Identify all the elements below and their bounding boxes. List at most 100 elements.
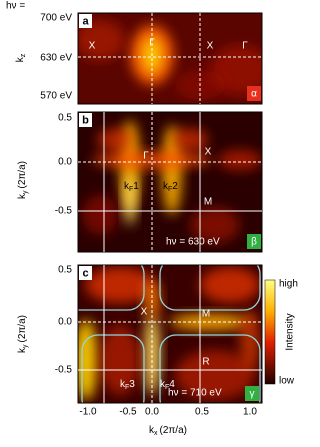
x-tick-label: -1.0 [79, 407, 97, 418]
contour [159, 334, 261, 403]
y-tick-label: 0.0 [58, 157, 72, 168]
point-label: X [207, 41, 214, 52]
colorbar-high: high [279, 279, 298, 290]
kf-number: 2 [172, 181, 178, 192]
energy-label: 700 eV [40, 13, 72, 24]
axis-label: kz [15, 53, 27, 62]
point-label: M [202, 309, 210, 320]
point-label: Γ [143, 151, 149, 162]
fermi-contours [78, 265, 261, 403]
y-tick-label: 0.5 [58, 265, 72, 276]
intensity-blob [100, 325, 140, 395]
x-tick-label: -0.5 [119, 407, 137, 418]
kf-number: 4 [169, 379, 175, 390]
intensity-blob [124, 175, 136, 225]
kf-label: kF3 [120, 379, 135, 391]
kf-sub: F [168, 186, 172, 193]
axis-base: k [17, 347, 28, 353]
point-label: Γ [149, 38, 155, 49]
intensity-blob [85, 267, 155, 303]
intensity-blob [78, 20, 125, 60]
axis-base: k [149, 425, 155, 436]
kf-label: kF4 [160, 379, 175, 391]
panel-letter-box [79, 14, 92, 28]
y-tick-label: -0.5 [55, 365, 73, 376]
kf-base: k [124, 181, 130, 192]
colorbar [264, 279, 276, 385]
contour [81, 334, 145, 403]
hv-label: hν = [6, 1, 25, 12]
intensity-blob [175, 350, 255, 400]
tag: β [251, 237, 257, 248]
intensity-blob [82, 195, 118, 235]
panel-letter: a [82, 15, 89, 27]
intensity-blob [200, 267, 260, 303]
point-label: X [141, 307, 148, 318]
point-label: X [89, 41, 96, 52]
intensity-blob [190, 207, 240, 243]
y-tick-label: 0.5 [58, 113, 72, 124]
axis-unit: (2π/a) [17, 315, 28, 342]
axis-base: k [15, 56, 26, 62]
kf-label: kF1 [124, 181, 139, 193]
kf-number: 1 [133, 181, 139, 192]
panel-letter: b [82, 114, 89, 126]
axis-sub: z [20, 53, 27, 57]
intensity-blob [97, 128, 133, 152]
panel-frame [77, 264, 263, 404]
intensity-map [82, 120, 262, 243]
axis-sub: y [22, 190, 29, 194]
axis-unit: (2π/a) [160, 425, 187, 436]
kf-label: kF2 [163, 181, 178, 193]
tag-box [245, 386, 259, 401]
x-tick-label: 0.5 [195, 407, 209, 418]
intensity-blob [240, 310, 260, 370]
x-tick-label: 1.0 [243, 407, 257, 418]
point-label: Γ [242, 41, 248, 52]
panel-frame [77, 12, 263, 105]
kf-base: k [160, 379, 166, 390]
photon-energy: hν = 630 eV [166, 237, 220, 248]
axis-label: ky (2π/a) [17, 161, 29, 199]
tag: α [251, 89, 257, 100]
x-tick-label: 0.0 [145, 407, 159, 418]
kf-sub: F [165, 384, 169, 391]
panel-letter-box [79, 113, 92, 127]
point-label: R [202, 357, 209, 368]
kf-base: k [163, 181, 169, 192]
intensity-blob [78, 320, 98, 400]
panel-letter-box [79, 266, 92, 280]
energy-label: 630 eV [40, 53, 72, 64]
axis-label: kx (2π/a) [149, 425, 187, 437]
panel-letter: c [82, 267, 88, 279]
tag-box [247, 234, 261, 249]
intensity-blob [172, 128, 208, 152]
tag: γ [250, 389, 255, 400]
kf-base: k [120, 379, 126, 390]
point-label: M [204, 197, 212, 208]
axis-label: ky (2π/a) [17, 315, 29, 353]
y-tick-label: -0.5 [55, 206, 73, 217]
tag-box [247, 86, 261, 101]
kf-sub: F [129, 186, 133, 193]
kf-number: 3 [129, 379, 135, 390]
axis-sub: x [154, 430, 158, 437]
contour [78, 265, 145, 311]
colorbar-label: Intensity [285, 313, 296, 350]
intensity-blob [218, 150, 262, 170]
point-label: X [205, 147, 212, 158]
figure: hν = 700 eV 630 eV 570 eV kz a X Γ X Γ α… [6, 1, 298, 437]
intensity-map [78, 267, 260, 400]
axis-unit: (2π/a) [17, 161, 28, 188]
contour [159, 265, 261, 311]
guide-lines [78, 112, 262, 252]
axis-base: k [17, 193, 28, 199]
y-tick-label: 0.0 [58, 317, 72, 328]
panel-frame [77, 111, 263, 253]
energy-label: 570 eV [40, 91, 72, 102]
guide-lines [78, 265, 262, 403]
colorbar-low: low [279, 376, 295, 387]
kf-sub: F [125, 384, 129, 391]
photon-energy: hν = 710 eV [168, 388, 222, 399]
axis-sub: y [22, 344, 29, 348]
